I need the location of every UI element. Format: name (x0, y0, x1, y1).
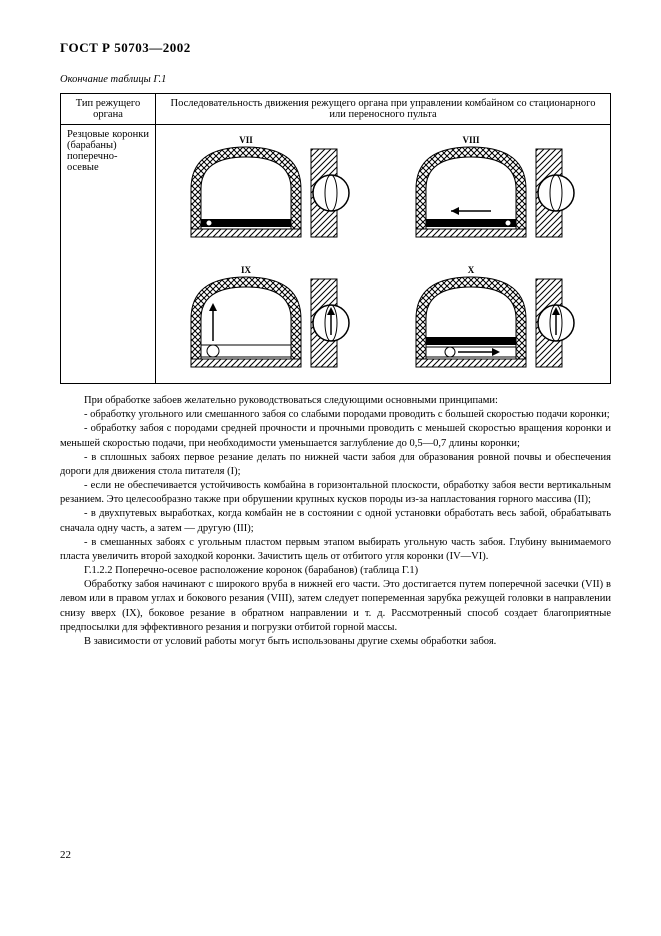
paragraph: - в сплошных забоях первое резание делат… (60, 451, 611, 479)
diagram-label: VIII (462, 135, 480, 145)
paragraph: Г.1.2.2 Поперечно-осевое расположение ко… (60, 564, 611, 578)
paragraph: - если не обеспечивается устойчивость ко… (60, 479, 611, 507)
table-cell-type: Резцовые коронки (барабаны) поперечно-ос… (61, 125, 156, 384)
paragraph: При обработке забоев желательно руководс… (60, 394, 611, 408)
document-code: ГОСТ Р 50703—2002 (60, 40, 611, 56)
diagram-x: X (396, 259, 596, 379)
diagram-label: IX (240, 265, 251, 275)
diagram-label: VII (239, 135, 253, 145)
page-number: 22 (60, 849, 611, 861)
table-cell-diagrams: VII (156, 125, 611, 384)
main-table: Тип режущего органа Последовательность д… (60, 93, 611, 384)
diagram-vii: VII (171, 129, 371, 249)
table-header-type: Тип режущего органа (61, 94, 156, 125)
paragraph: В зависимости от условий работы могут бы… (60, 635, 611, 649)
diagram-ix: IX (171, 259, 371, 379)
body-text: При обработке забоев желательно руководс… (60, 394, 611, 649)
paragraph: Обработку забоя начинают с широкого вруб… (60, 578, 611, 635)
diagram-viii: VIII (396, 129, 596, 249)
paragraph: - в смешанных забоях с угольным пластом … (60, 536, 611, 564)
table-caption: Окончание таблицы Г.1 (60, 74, 611, 85)
paragraph: - обработку забоя с породами средней про… (60, 422, 611, 450)
table-header-sequence: Последовательность движения режущего орг… (156, 94, 611, 125)
diagram-label: X (467, 265, 474, 275)
paragraph: - обработку угольного или смешанного заб… (60, 408, 611, 422)
diagram-row-2: IX (162, 259, 604, 379)
paragraph: - в двухпутевых выработках, когда комбай… (60, 507, 611, 535)
page: ГОСТ Р 50703—2002 Окончание таблицы Г.1 … (0, 0, 661, 891)
diagram-row-1: VII (162, 129, 604, 249)
